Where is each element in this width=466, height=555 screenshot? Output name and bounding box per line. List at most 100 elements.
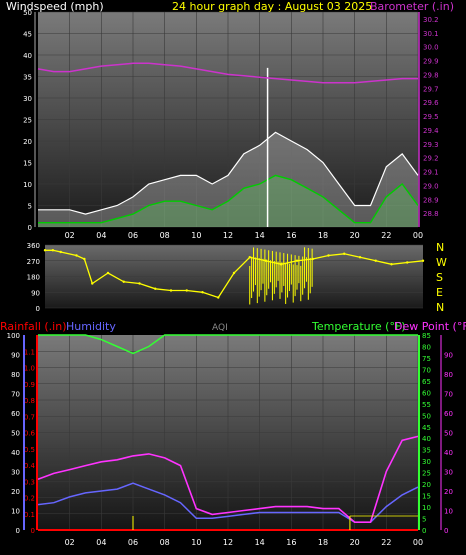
wind-y-tick-5: 25	[23, 117, 32, 125]
temp-y-tick-0: 0	[422, 527, 426, 535]
baro-y-tick-6: 29.4	[423, 127, 439, 135]
wind-x-tick-10: 22	[381, 231, 391, 240]
winddir-letter-w: W	[436, 256, 447, 269]
temp-y-tick-3: 15	[422, 493, 431, 501]
baro-y-tick-7: 29.5	[423, 113, 439, 121]
wind-x-tick-6: 14	[255, 231, 265, 240]
wind-direction-point-16	[264, 259, 267, 262]
humidity-y-tick-1: 10	[11, 508, 20, 516]
wind-x-tick-11: 00	[413, 231, 423, 240]
barometer-line	[37, 62, 418, 84]
temp-y-tick-10: 50	[422, 412, 431, 420]
lower-x-tick-2: 06	[128, 538, 138, 547]
temp-y-tick-1: 5	[422, 516, 426, 524]
temp-y-tick-14: 70	[422, 366, 431, 374]
lower-x-tick-1: 04	[96, 538, 106, 547]
lower-x-tick-9: 20	[350, 538, 360, 547]
wind-x-tick-3: 08	[160, 231, 170, 240]
dew-y-tick-4: 40	[444, 449, 453, 457]
wind-direction-point-10	[169, 289, 173, 292]
rain-y-tick-10: 1.0	[24, 365, 35, 373]
wind-direction-point-7	[122, 280, 125, 283]
wind-direction-point-24	[390, 263, 393, 266]
wind-y-tick-1: 5	[28, 203, 32, 211]
rain-y-tick-11: 1.1	[24, 348, 35, 356]
wind-gust-line	[38, 131, 419, 215]
temp-y-tick-16: 80	[422, 343, 431, 351]
wind-y-tick-8: 40	[23, 52, 32, 60]
temperature-line	[38, 334, 418, 355]
temp-y-tick-6: 30	[422, 458, 431, 466]
wind-axis-title: Windspeed (mph)	[6, 0, 104, 13]
wind-direction-point-3	[75, 254, 78, 257]
temp-y-tick-12: 60	[422, 389, 431, 397]
temp-y-tick-13: 65	[422, 378, 431, 386]
humidity-y-tick-3: 30	[11, 469, 20, 477]
lower-x-tick-7: 16	[286, 538, 296, 547]
wind-direction-point-14	[232, 271, 236, 275]
wind-direction-point-0	[43, 249, 47, 252]
dewpoint-line	[37, 435, 419, 524]
baro-y-tick-13: 30.1	[423, 30, 439, 38]
lower-x-tick-11: 00	[413, 538, 423, 547]
wind-direction-point-18	[295, 259, 299, 262]
lower-x-tick-4: 10	[191, 538, 201, 547]
temp-y-tick-17: 85	[422, 332, 431, 340]
lower-x-tick-0: 02	[65, 538, 75, 547]
humidity-y-tick-4: 40	[11, 449, 20, 457]
wind-direction-point-5	[91, 282, 94, 285]
rain-y-tick-5: 0.5	[24, 446, 35, 454]
dew-y-tick-3: 30	[444, 469, 453, 477]
winddir-letter-e: E	[436, 286, 443, 299]
temp-y-tick-8: 40	[422, 435, 431, 443]
temp-y-tick-15: 75	[422, 355, 431, 363]
temp-y-tick-7: 35	[422, 447, 431, 455]
dew-y-tick-7: 70	[444, 391, 453, 399]
wind-y-tick-4: 20	[23, 138, 32, 146]
dew-y-tick-5: 50	[444, 430, 453, 438]
baro-y-tick-14: 30.2	[423, 16, 439, 24]
wind-direction-point-21	[343, 252, 346, 255]
wind-average-line	[38, 174, 419, 224]
aqi-label: AQI	[212, 323, 228, 333]
dew-y-tick-6: 60	[444, 410, 453, 418]
humidity-y-tick-8: 80	[11, 371, 20, 379]
humidity-y-tick-2: 20	[11, 488, 20, 496]
temp-y-tick-2: 10	[422, 504, 431, 512]
temp-y-tick-5: 25	[422, 470, 431, 478]
humidity-y-tick-0: 0	[16, 527, 20, 535]
temp-y-tick-4: 20	[422, 481, 431, 489]
dewpoint-axis-title: Dew Point (°F)	[394, 320, 466, 333]
baro-y-tick-4: 29.2	[423, 155, 439, 163]
dew-y-tick-9: 90	[444, 352, 453, 360]
rain-y-tick-1: 0.1	[24, 511, 35, 519]
temp-y-tick-11: 55	[422, 401, 431, 409]
wind-x-tick-5: 12	[223, 231, 233, 240]
wind-y-tick-9: 45	[23, 31, 32, 39]
wind-direction-point-8	[138, 282, 141, 285]
wind-direction-point-15	[248, 256, 251, 259]
wind-direction-point-25	[406, 261, 409, 264]
lower-x-tick-10: 22	[381, 538, 391, 547]
baro-y-tick-0: 28.8	[423, 210, 439, 218]
winddir-y-tick-3: 270	[27, 258, 40, 266]
winddir-letter-n-bottom: N	[436, 301, 444, 314]
humidity-y-tick-9: 90	[11, 352, 20, 360]
wind-gust-area	[38, 132, 418, 227]
wind-direction-point-20	[327, 254, 330, 257]
baro-y-tick-5: 29.3	[423, 141, 439, 149]
baro-y-tick-12: 30.0	[423, 44, 439, 52]
rain-y-tick-4: 0.4	[24, 462, 36, 470]
rain-y-tick-7: 0.7	[24, 413, 35, 421]
baro-y-tick-10: 29.8	[423, 71, 439, 79]
winddir-y-tick-2: 180	[27, 274, 40, 282]
humidity-axis-title: Humidity	[66, 320, 116, 333]
wind-direction-point-11	[185, 289, 188, 292]
wind-y-tick-6: 30	[23, 95, 32, 103]
temperature-axis-title: Temperature (°F)	[311, 320, 406, 333]
wind-x-tick-7: 16	[286, 231, 296, 240]
winddir-letter-n-top: N	[436, 241, 444, 254]
wind-direction-point-17	[280, 263, 283, 266]
baro-y-tick-1: 28.9	[423, 196, 439, 204]
rain-y-tick-6: 0.6	[24, 430, 36, 438]
